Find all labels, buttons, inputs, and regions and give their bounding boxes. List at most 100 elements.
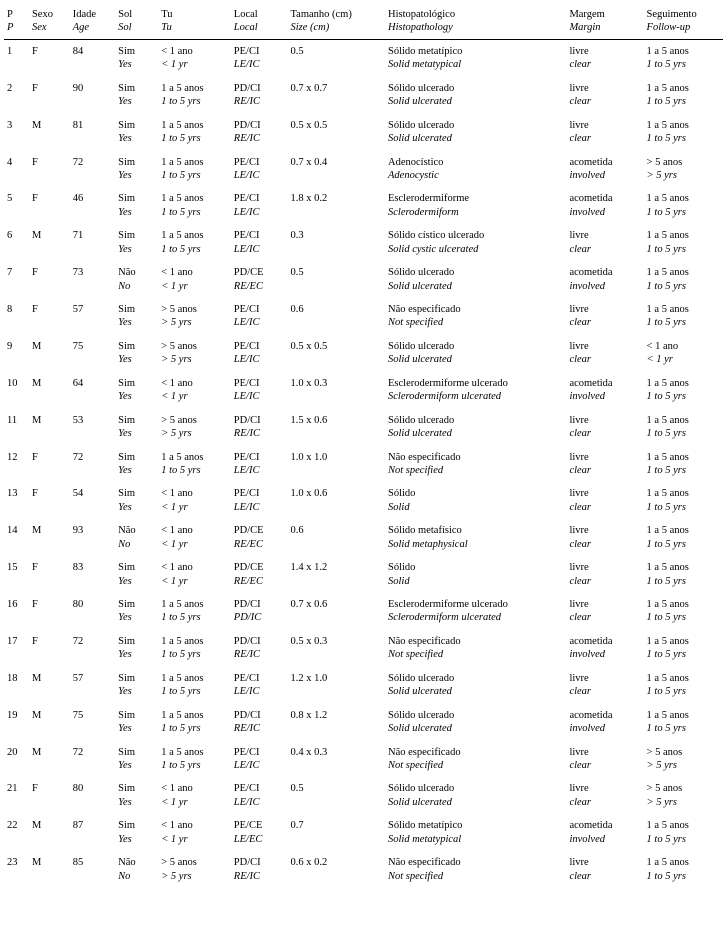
cell-sex: F [29, 777, 70, 814]
cell-follow: > 5 anos> 5 yrs [644, 741, 723, 778]
cell-age: 64 [70, 372, 115, 409]
cell-sex: M [29, 814, 70, 851]
cell-sex: M [29, 114, 70, 151]
cell-sol: SimYes [115, 556, 158, 593]
cell-margin: livreclear [566, 519, 643, 556]
cell-tu: > 5 anos> 5 yrs [158, 409, 231, 446]
cell-histo: Sólido ulceradoSolid ulcerated [385, 777, 566, 814]
cell-age: 93 [70, 519, 115, 556]
cell-tu: 1 a 5 anos1 to 5 yrs [158, 151, 231, 188]
cell-margin: livreclear [566, 298, 643, 335]
cell-sex: M [29, 741, 70, 778]
cell-sol: SimYes [115, 814, 158, 851]
col-sex: SexoSex [29, 6, 70, 39]
cell-size: 1.0 x 0.3 [287, 372, 385, 409]
cell-margin: acometidainvolved [566, 372, 643, 409]
cell-age: 46 [70, 187, 115, 224]
cell-sex: M [29, 335, 70, 372]
cell-histo: Esclerodermiforme ulceradoSclerodermifor… [385, 372, 566, 409]
cell-follow: 1 a 5 anos1 to 5 yrs [644, 187, 723, 224]
table-row: 16F80SimYes1 a 5 anos1 to 5 yrsPD/CIPD/I… [4, 593, 723, 630]
cell-histo: Não especificadoNot specified [385, 446, 566, 483]
cell-margin: livreclear [566, 741, 643, 778]
cell-sol: SimYes [115, 446, 158, 483]
cell-tu: 1 a 5 anos1 to 5 yrs [158, 704, 231, 741]
cell-tu: < 1 ano< 1 yr [158, 39, 231, 76]
cell-size: 0.7 [287, 814, 385, 851]
table-row: 22M87SimYes< 1 ano< 1 yrPE/CELE/EC0.7Sól… [4, 814, 723, 851]
cell-follow: < 1 ano< 1 yr [644, 335, 723, 372]
cell-local: PD/CIRE/IC [231, 114, 288, 151]
cell-follow: 1 a 5 anos1 to 5 yrs [644, 114, 723, 151]
cell-tu: > 5 anos> 5 yrs [158, 298, 231, 335]
cell-age: 90 [70, 77, 115, 114]
cell-tu: < 1 ano< 1 yr [158, 261, 231, 298]
cell-margin: livreclear [566, 556, 643, 593]
cell-local: PE/CILE/IC [231, 224, 288, 261]
cell-sex: F [29, 482, 70, 519]
table-row: 2F90SimYes1 a 5 anos1 to 5 yrsPD/CIRE/IC… [4, 77, 723, 114]
cell-tu: 1 a 5 anos1 to 5 yrs [158, 741, 231, 778]
cell-tu: 1 a 5 anos1 to 5 yrs [158, 630, 231, 667]
cell-p: 2 [4, 77, 29, 114]
cell-local: PE/CILE/IC [231, 151, 288, 188]
cell-tu: 1 a 5 anos1 to 5 yrs [158, 446, 231, 483]
cell-age: 75 [70, 335, 115, 372]
table-row: 7F73NãoNo< 1 ano< 1 yrPD/CERE/EC0.5Sólid… [4, 261, 723, 298]
cell-p: 12 [4, 446, 29, 483]
cell-sex: F [29, 187, 70, 224]
cell-size: 1.4 x 1.2 [287, 556, 385, 593]
cell-margin: livreclear [566, 114, 643, 151]
cell-p: 1 [4, 39, 29, 76]
clinical-data-table: PP SexoSex IdadeAge SolSol TuTu LocalLoc… [4, 6, 723, 888]
cell-sol: SimYes [115, 482, 158, 519]
cell-follow: 1 a 5 anos1 to 5 yrs [644, 298, 723, 335]
cell-age: 84 [70, 39, 115, 76]
table-row: 1F84SimYes< 1 ano< 1 yrPE/CILE/IC0.5Sóli… [4, 39, 723, 76]
cell-age: 57 [70, 667, 115, 704]
cell-follow: 1 a 5 anos1 to 5 yrs [644, 261, 723, 298]
cell-tu: 1 a 5 anos1 to 5 yrs [158, 187, 231, 224]
cell-histo: Esclerodermiforme ulceradoSclerodermifor… [385, 593, 566, 630]
cell-sex: F [29, 446, 70, 483]
cell-margin: livreclear [566, 667, 643, 704]
cell-p: 11 [4, 409, 29, 446]
cell-local: PD/CIRE/IC [231, 409, 288, 446]
col-size: Tamanho (cm)Size (cm) [287, 6, 385, 39]
table-row: 14M93NãoNo< 1 ano< 1 yrPD/CERE/EC0.6Sóli… [4, 519, 723, 556]
cell-margin: acometidainvolved [566, 261, 643, 298]
cell-sex: F [29, 261, 70, 298]
cell-size: 1.2 x 1.0 [287, 667, 385, 704]
cell-age: 72 [70, 741, 115, 778]
cell-tu: 1 a 5 anos1 to 5 yrs [158, 77, 231, 114]
cell-margin: livreclear [566, 851, 643, 888]
cell-age: 57 [70, 298, 115, 335]
cell-p: 22 [4, 814, 29, 851]
col-p: PP [4, 6, 29, 39]
cell-local: PE/CILE/IC [231, 446, 288, 483]
cell-size: 0.7 x 0.6 [287, 593, 385, 630]
cell-size: 0.5 x 0.5 [287, 114, 385, 151]
cell-p: 9 [4, 335, 29, 372]
table-row: 8F57SimYes> 5 anos> 5 yrsPE/CILE/IC0.6Nã… [4, 298, 723, 335]
cell-age: 54 [70, 482, 115, 519]
cell-tu: 1 a 5 anos1 to 5 yrs [158, 224, 231, 261]
cell-tu: < 1 ano< 1 yr [158, 814, 231, 851]
cell-margin: acometidainvolved [566, 187, 643, 224]
cell-histo: Sólido ulceradoSolid ulcerated [385, 704, 566, 741]
cell-margin: livreclear [566, 224, 643, 261]
cell-margin: livreclear [566, 77, 643, 114]
cell-follow: 1 a 5 anos1 to 5 yrs [644, 556, 723, 593]
cell-margin: livreclear [566, 409, 643, 446]
cell-age: 80 [70, 593, 115, 630]
cell-p: 13 [4, 482, 29, 519]
cell-sex: F [29, 39, 70, 76]
cell-follow: 1 a 5 anos1 to 5 yrs [644, 482, 723, 519]
cell-tu: 1 a 5 anos1 to 5 yrs [158, 114, 231, 151]
cell-p: 17 [4, 630, 29, 667]
cell-age: 85 [70, 851, 115, 888]
cell-follow: 1 a 5 anos1 to 5 yrs [644, 372, 723, 409]
cell-margin: acometidainvolved [566, 151, 643, 188]
cell-local: PE/CILE/IC [231, 187, 288, 224]
cell-size: 0.7 x 0.4 [287, 151, 385, 188]
